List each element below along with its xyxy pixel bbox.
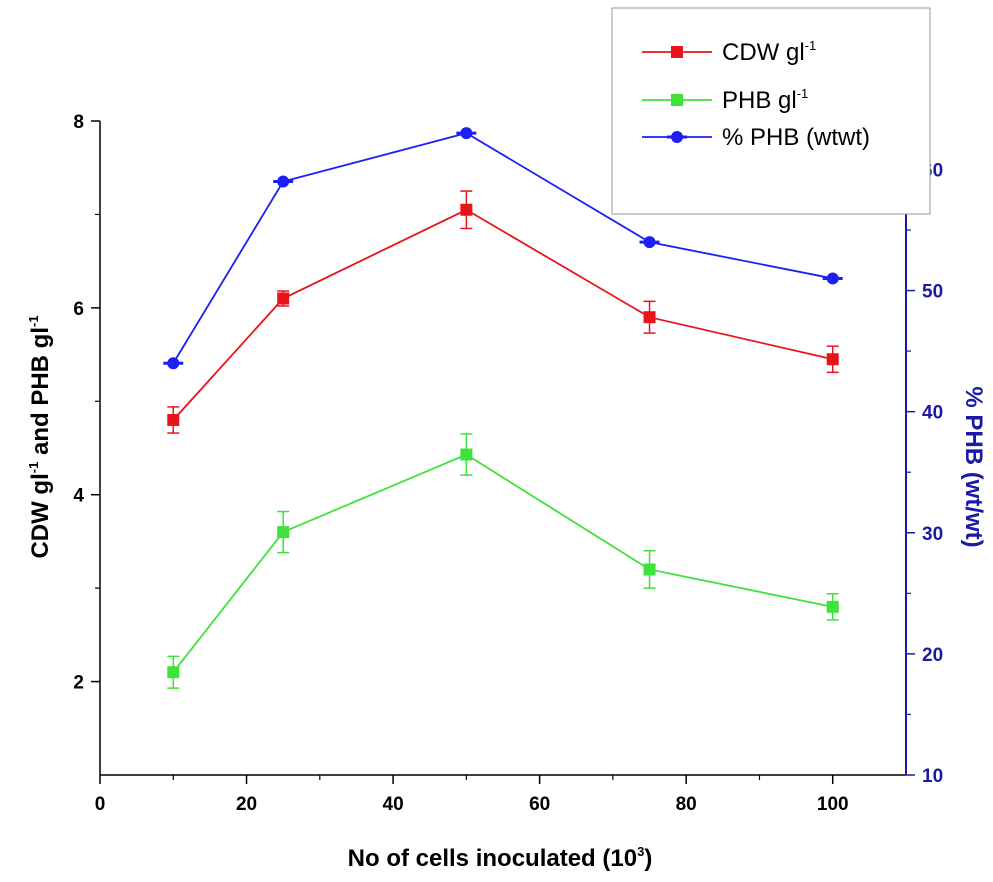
- data-point: [277, 526, 290, 539]
- x-tick-label: 0: [95, 794, 106, 815]
- legend-item: CDW gl-1: [642, 38, 816, 66]
- x-tick-label: 100: [817, 794, 849, 815]
- y-axis-right-label: % PHB (wt/wt): [960, 386, 987, 547]
- data-point: [277, 292, 290, 305]
- y-right-tick-label: 40: [922, 403, 943, 424]
- series-layer: [163, 127, 843, 689]
- y-right-tick-label: 30: [922, 524, 943, 545]
- x-tick-label: 20: [236, 794, 257, 815]
- y-right-tick-label: 10: [922, 766, 943, 787]
- legend-swatch-marker: [671, 46, 683, 58]
- series-line: [172, 208, 833, 421]
- legend-label: CDW gl-1: [722, 38, 816, 66]
- legend-box: [611, 7, 931, 215]
- series-2: [167, 433, 839, 689]
- data-point: [167, 666, 180, 679]
- y-right-tick-label: 20: [922, 645, 943, 666]
- x-tick-label: 40: [383, 794, 404, 815]
- x-tick-label: 80: [676, 794, 697, 815]
- data-point: [826, 353, 839, 366]
- legend-label: % PHB (wtwt): [722, 124, 870, 151]
- series-line: [172, 453, 833, 673]
- y-left-tick-label: 4: [73, 486, 84, 507]
- data-point: [460, 203, 473, 216]
- y-left-tick-label: 2: [73, 673, 84, 694]
- data-point: [826, 600, 839, 613]
- x-tick-label: 60: [529, 794, 550, 815]
- y-axis-left-label: CDW gl-1 and PHB gl-1: [26, 315, 54, 558]
- x-axis-label: No of cells inoculated (103): [348, 844, 653, 872]
- y-left-tick-label: 6: [73, 299, 84, 320]
- y-right-tick-label: 50: [922, 282, 943, 303]
- series-1: [167, 190, 839, 434]
- legend-item: PHB gl-1: [642, 86, 808, 114]
- y-left-tick-label: 8: [73, 112, 84, 133]
- data-point: [167, 413, 180, 426]
- data-point: [460, 448, 473, 461]
- legend-items: CDW gl-1 PHB gl-1 % PHB (wtwt): [642, 38, 870, 151]
- legend-label: PHB gl-1: [722, 86, 808, 114]
- legend-item: % PHB (wtwt): [642, 124, 870, 151]
- data-point: [643, 563, 656, 576]
- axes-group: [99, 121, 907, 776]
- legend: CDW gl-1 PHB gl-1 % PHB (wtwt): [611, 7, 931, 215]
- legend-swatch-marker: [671, 94, 683, 106]
- series-3: [163, 127, 843, 370]
- data-point: [643, 311, 656, 324]
